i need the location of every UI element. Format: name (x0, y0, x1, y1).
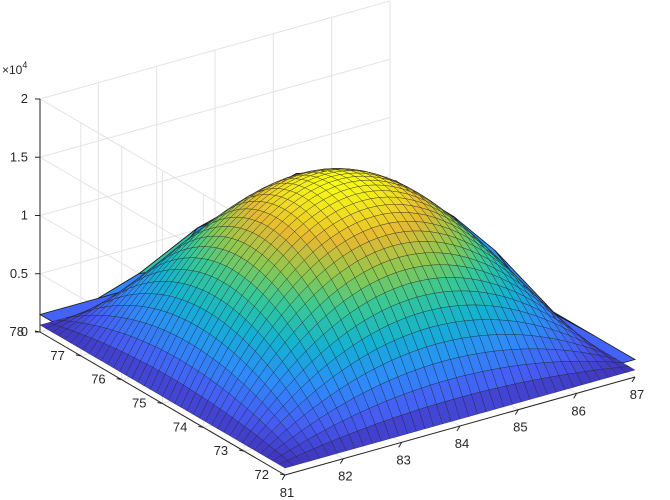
z-tick-label: 1.5 (10, 149, 28, 164)
x-tick-label: 83 (396, 452, 410, 467)
y-tick-label: 74 (173, 419, 187, 434)
x-tick-label: 87 (630, 387, 644, 402)
y-tick (198, 425, 204, 428)
x-tick-label: 85 (513, 420, 527, 435)
z-tick-label: 1 (21, 208, 28, 223)
x-tick-label: 86 (571, 403, 585, 418)
y-tick-label: 72 (255, 467, 269, 482)
x-tick (339, 458, 344, 464)
y-tick-label: 77 (50, 348, 64, 363)
x-tick (281, 474, 286, 481)
y-tick-label: 75 (132, 396, 146, 411)
surface-patches (38, 168, 637, 469)
y-tick (75, 354, 81, 357)
x-tick (573, 393, 578, 399)
x-tick-label: 82 (338, 469, 352, 484)
y-tick (279, 473, 286, 476)
fine-surface-patch (619, 366, 636, 373)
x-tick (631, 376, 636, 383)
x-tick (456, 425, 461, 432)
x-tick (514, 409, 519, 415)
axes (34, 98, 636, 481)
x-tick-label: 84 (455, 436, 469, 451)
y-tick-label: 76 (91, 372, 105, 387)
y-tick-label: 73 (214, 443, 228, 458)
y-tick (157, 402, 163, 404)
z-tick-label: 0 (21, 324, 28, 339)
x-tick (398, 442, 403, 448)
tick-labels: 81 82 83 84 85 86 87 72 73 74 75 76 77 780 0.5 1 1.5 2 (10, 91, 645, 500)
y-tick (116, 378, 122, 381)
y-tick-label: 78 (10, 324, 24, 339)
z-exponent-label: ×104 (2, 60, 27, 77)
y-tick (239, 449, 245, 452)
x-tick-label: 81 (280, 485, 294, 500)
z-tick-label: 2 (21, 91, 28, 106)
z-tick-label: 0.5 (10, 266, 28, 281)
